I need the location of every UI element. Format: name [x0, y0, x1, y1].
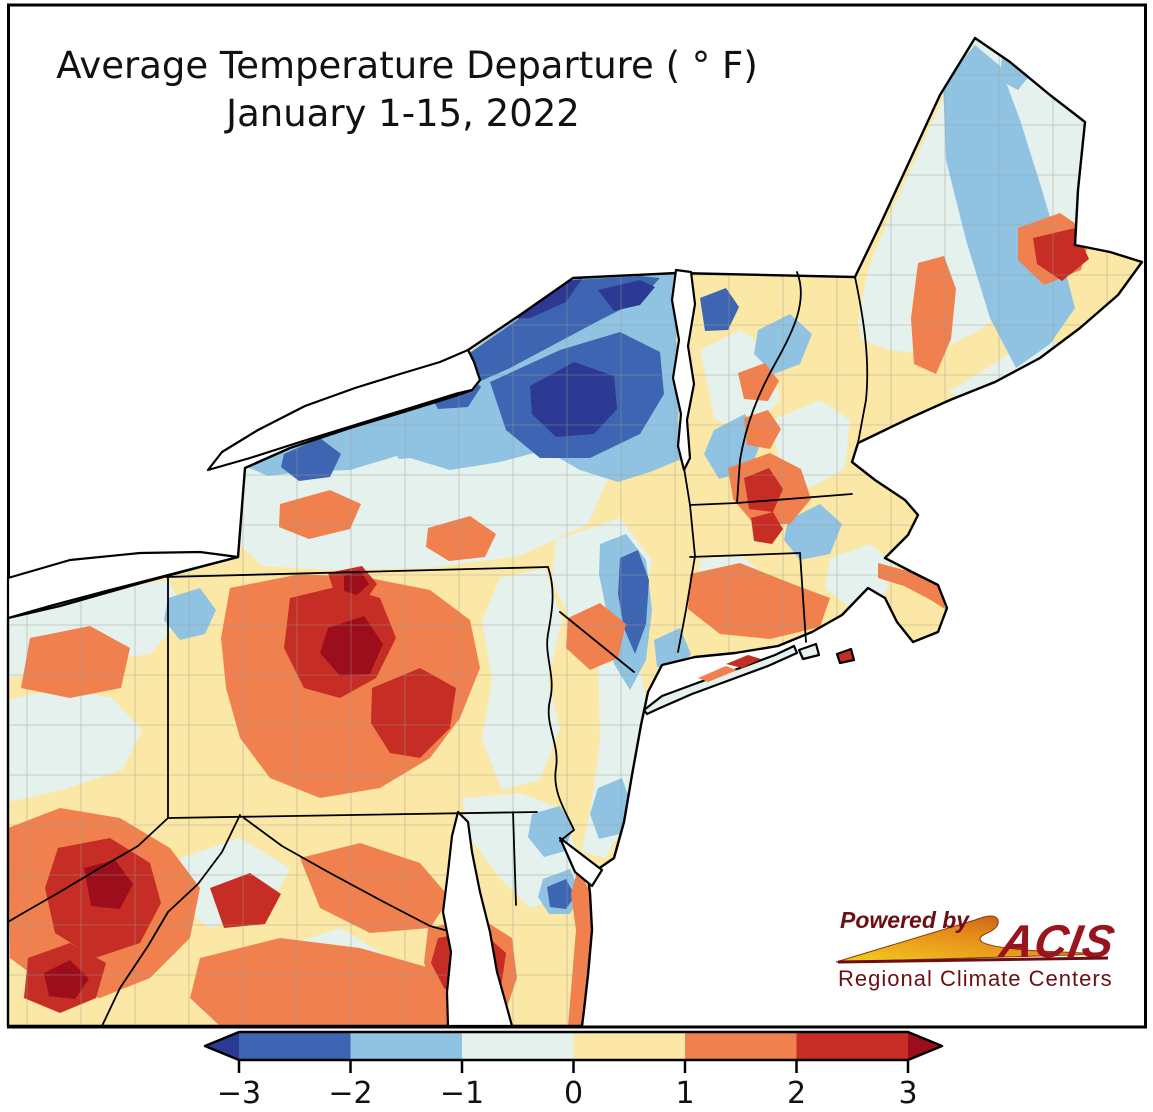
nantucket: [835, 647, 856, 665]
water-bodies: [6, 268, 697, 1028]
logo-tagline: Regional Climate Centers: [838, 966, 1113, 991]
lake-erie: [6, 550, 240, 620]
long-island-warm-spot: [698, 666, 737, 682]
state-line: [167, 811, 538, 819]
map-title-line1: Average Temperature Departure ( ° F): [56, 44, 758, 87]
tick-label: −1: [440, 1076, 484, 1111]
logo-swoosh: [835, 915, 1106, 963]
state-line: [689, 493, 853, 506]
tick-label: −3: [217, 1076, 261, 1111]
state-line: [165, 566, 549, 578]
state-line: [559, 611, 635, 673]
logo-underline: [837, 956, 1109, 964]
colorbar-tick-marks: [237, 1060, 910, 1073]
long-island-hot-spot: [726, 655, 761, 668]
colorbar-tick-labels: −3 −2 −1 0 1 2 3: [217, 1076, 918, 1111]
state-line: [512, 811, 517, 906]
delaware-bay: [558, 836, 604, 888]
colorbar-segment: [573, 1032, 685, 1060]
logo-powered-by: Powered by: [840, 907, 970, 933]
state-line: [854, 276, 869, 444]
lake-champlain: [670, 268, 697, 472]
colorbar-segment: [350, 1032, 462, 1060]
colorbar-segment: [685, 1032, 797, 1060]
marthas-vineyard: [797, 642, 821, 661]
acis-logo: Powered by ACIS Regional Climate Centers: [835, 907, 1119, 991]
state-line: [799, 552, 807, 643]
state-line: [546, 566, 575, 842]
chesapeake-bay: [441, 810, 514, 1028]
long-island: [642, 644, 799, 716]
colorbar-segment: [239, 1032, 351, 1060]
state-line: [243, 817, 453, 933]
colorbar: −3 −2 −1 0 1 2 3: [203, 1030, 944, 1111]
tick-label: 1: [675, 1076, 694, 1111]
state-line: [101, 814, 241, 1027]
state-boundaries: [7, 271, 869, 1027]
colorbar-segment: [796, 1032, 908, 1060]
tick-label: 0: [564, 1076, 583, 1111]
map-title-line2: January 1-15, 2022: [224, 92, 580, 135]
state-line: [689, 552, 801, 558]
islands: [642, 642, 856, 716]
state-line: [7, 817, 169, 923]
colorbar-under-arrow: [205, 1032, 239, 1060]
tick-label: −2: [328, 1076, 372, 1111]
colorbar-segment: [462, 1032, 574, 1060]
colorbar-over-arrow: [908, 1032, 942, 1060]
lake-ontario: [206, 348, 482, 472]
tick-label: 2: [787, 1076, 806, 1111]
tick-label: 3: [898, 1076, 917, 1111]
state-line: [736, 271, 802, 504]
